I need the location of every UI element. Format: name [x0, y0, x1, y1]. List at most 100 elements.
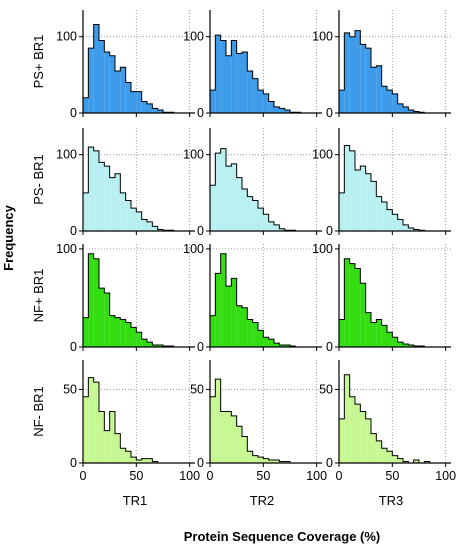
bar-nfplus-br1-tr3-11 [397, 342, 403, 347]
bar-psminus-br1-tr3-0 [339, 192, 345, 231]
bar-nfplus-br1-tr3-5 [365, 312, 371, 347]
bar-nfminus-br1-tr2-4 [231, 415, 237, 463]
bar-nfminus-br1-tr3-14 [413, 460, 419, 463]
bar-psminus-br1-tr2-13 [279, 228, 285, 231]
bar-psminus-br1-tr3-11 [397, 219, 403, 231]
panel-nfminus-br1-tr2: 0 50 0 50 100 TR2 [190, 360, 327, 508]
bar-psminus-br1-tr3-10 [392, 214, 398, 231]
y-tick-label-0: 0 [326, 106, 333, 120]
bar-nfminus-br1-tr1-9 [131, 457, 137, 463]
bar-psplus-br1-tr3-11 [397, 103, 403, 113]
bar-nfplus-br1-tr2-14 [284, 345, 290, 347]
y-tick-label-100: 100 [56, 30, 77, 44]
bar-nfplus-br1-tr2-13 [279, 345, 285, 347]
bar-psplus-br1-tr1-8 [125, 82, 131, 113]
bar-psminus-br1-tr1-4 [104, 166, 110, 231]
bar-psplus-br1-tr1-1 [88, 48, 94, 113]
bar-psplus-br1-tr1-12 [147, 103, 153, 113]
bar-psplus-br1-tr3-4 [360, 44, 366, 114]
column-label-tr3: TR3 [379, 493, 404, 508]
bar-nfplus-br1-tr2-9 [258, 330, 264, 347]
bar-nfminus-br1-tr1-13 [152, 461, 158, 463]
bar-nfminus-br1-tr1-6 [115, 433, 121, 463]
bar-psminus-br1-tr3-13 [408, 227, 414, 231]
bar-psplus-br1-tr3-10 [392, 93, 398, 113]
bar-psminus-br1-tr1-8 [125, 200, 131, 231]
bar-nfplus-br1-tr2-6 [242, 307, 248, 347]
bar-nfminus-br1-tr2-10 [263, 458, 269, 463]
bar-psplus-br1-tr1-0 [83, 97, 89, 113]
bar-nfplus-br1-tr3-9 [387, 332, 393, 347]
bar-psminus-br1-tr1-1 [88, 147, 94, 231]
bar-psplus-br1-tr3-12 [403, 106, 409, 113]
y-tick-label-0: 0 [326, 224, 333, 238]
bar-psminus-br1-tr3-5 [365, 173, 371, 231]
x-tick-label-50: 50 [256, 469, 270, 483]
bar-psplus-br1-tr2-7 [247, 71, 253, 113]
bar-psplus-br1-tr3-9 [387, 90, 393, 113]
bar-psminus-br1-tr2-0 [210, 185, 216, 231]
outline-psminus-br1-tr2 [209, 148, 317, 232]
panel-psminus-br1-tr2: 0 100 [183, 128, 322, 238]
bar-psminus-br1-tr1-3 [99, 162, 105, 231]
bar-nfplus-br1-tr2-7 [247, 319, 253, 347]
bar-psplus-br1-tr1-5 [109, 55, 115, 113]
y-tick-label-0: 0 [70, 340, 77, 354]
bar-psplus-br1-tr3-1 [344, 32, 350, 114]
bar-nfplus-br1-tr3-6 [371, 322, 377, 347]
bar-psplus-br1-tr1-14 [157, 109, 163, 113]
bar-nfplus-br1-tr1-9 [131, 327, 137, 347]
bar-psplus-br1-tr3-5 [365, 48, 371, 113]
outline-nfminus-br1-tr2 [209, 378, 317, 464]
bar-nfplus-br1-tr1-10 [136, 332, 142, 347]
panel-psminus-br1-tr3: 0 100 [312, 128, 451, 238]
bar-psminus-br1-tr1-9 [131, 208, 137, 231]
bar-psplus-br1-tr3-0 [339, 90, 345, 113]
bar-nfplus-br1-tr2-12 [274, 343, 280, 347]
bar-nfminus-br1-tr3-4 [360, 411, 366, 463]
bar-nfminus-br1-tr2-12 [274, 460, 280, 463]
bar-psminus-br1-tr2-1 [215, 153, 221, 231]
bar-psplus-br1-tr2-2 [220, 40, 226, 113]
panel-nfminus-br1-tr3: 0 50 0 50 100 TR3 [319, 360, 456, 508]
bar-nfplus-br1-tr1-14 [157, 345, 163, 347]
panel-nfplus-br1-tr3: 0 100 [312, 242, 451, 354]
panel-nfplus-br1-tr2: 0 100 [183, 242, 322, 354]
bar-psminus-br1-tr1-13 [152, 226, 158, 231]
y-tick-label-100: 100 [56, 242, 77, 256]
panel-psplus-br1-tr2: 0 100 [183, 10, 322, 120]
bar-psplus-br1-tr2-5 [236, 53, 242, 113]
panel-nfplus-br1-tr1: 0 100 [56, 242, 195, 354]
bar-psminus-br1-tr1-14 [157, 229, 163, 231]
bar-psplus-br1-tr2-11 [268, 101, 274, 113]
bar-nfminus-br1-tr3-11 [397, 458, 403, 463]
y-tick-label-100: 100 [56, 148, 77, 162]
bar-nfminus-br1-tr2-2 [220, 411, 226, 463]
bar-nfplus-br1-tr2-1 [215, 273, 221, 347]
bar-nfminus-br1-tr1-2 [93, 382, 99, 463]
bar-nfplus-br1-tr3-4 [360, 283, 366, 347]
bar-nfplus-br1-tr1-3 [99, 288, 105, 347]
bar-nfminus-br1-tr1-1 [88, 377, 94, 463]
bar-nfminus-br1-tr2-8 [252, 455, 258, 463]
outline-psminus-br1-tr3 [338, 145, 446, 232]
y-axis-label: Frequency [1, 204, 16, 271]
bar-nfminus-br1-tr3-2 [349, 396, 355, 463]
bar-psminus-br1-tr1-0 [83, 192, 89, 231]
bar-nfplus-br1-tr3-13 [408, 345, 414, 347]
row-label-psplus-br1: PS+ BR1 [31, 35, 46, 89]
bar-nfminus-br1-tr1-10 [136, 460, 142, 463]
bar-nfplus-br1-tr3-0 [339, 319, 345, 347]
bar-psplus-br1-tr2-3 [226, 55, 232, 113]
outline-psplus-br1-tr3 [338, 30, 446, 114]
bar-psminus-br1-tr3-4 [360, 166, 366, 231]
y-tick-label-100: 100 [183, 148, 204, 162]
bar-psminus-br1-tr3-2 [349, 150, 355, 231]
bar-nfplus-br1-tr1-8 [125, 322, 131, 347]
bar-nfplus-br1-tr2-2 [220, 253, 226, 347]
bar-psminus-br1-tr3-14 [413, 229, 419, 231]
y-tick-label-0: 0 [326, 456, 333, 470]
bar-psminus-br1-tr3-3 [355, 169, 361, 231]
